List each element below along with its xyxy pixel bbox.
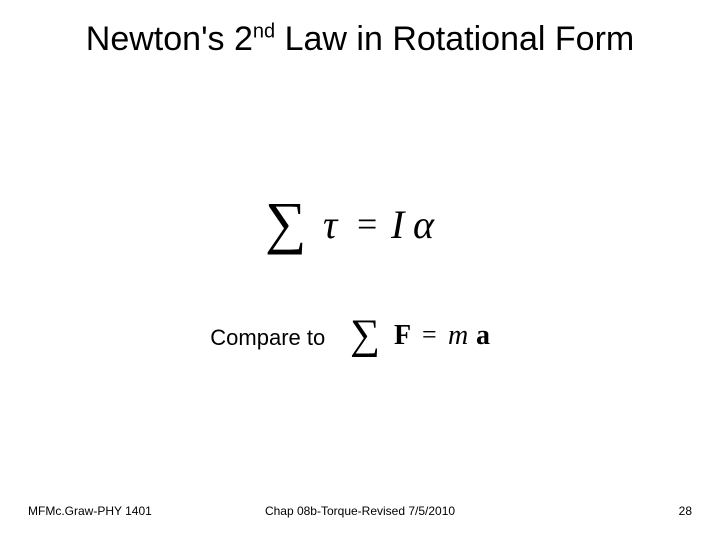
svg-text:=: = [422, 320, 437, 349]
footer-center: Chap 08b-Torque-Revised 7/5/2010 [0, 504, 720, 518]
compare-equation: ∑ F = m a [350, 308, 510, 367]
compare-label: Compare to [210, 325, 325, 351]
svg-text:F: F [394, 320, 411, 351]
svg-text:τ: τ [323, 202, 339, 247]
main-equation: ∑ τ = I α [0, 190, 720, 267]
svg-text:∑: ∑ [350, 312, 380, 358]
equation-sigma-tau-eq-i-alpha-icon: ∑ τ = I α [265, 190, 455, 262]
title-post: Law in Rotational Form [275, 20, 634, 58]
title-superscript: nd [253, 21, 275, 43]
equation-sigma-f-eq-m-a-icon: ∑ F = m a [350, 308, 510, 362]
svg-text:α: α [413, 202, 435, 247]
slide: Newton's 2nd Law in Rotational Form ∑ τ … [0, 0, 720, 540]
compare-row: Compare to ∑ F = m a [0, 308, 720, 367]
footer-page-number: 28 [679, 504, 692, 518]
svg-text:=: = [357, 204, 377, 244]
svg-text:I: I [390, 202, 406, 247]
slide-title: Newton's 2nd Law in Rotational Form [0, 18, 720, 61]
svg-text:∑: ∑ [265, 190, 306, 255]
svg-text:m: m [448, 320, 468, 351]
title-pre: Newton's 2 [86, 20, 253, 58]
svg-text:a: a [476, 320, 490, 351]
